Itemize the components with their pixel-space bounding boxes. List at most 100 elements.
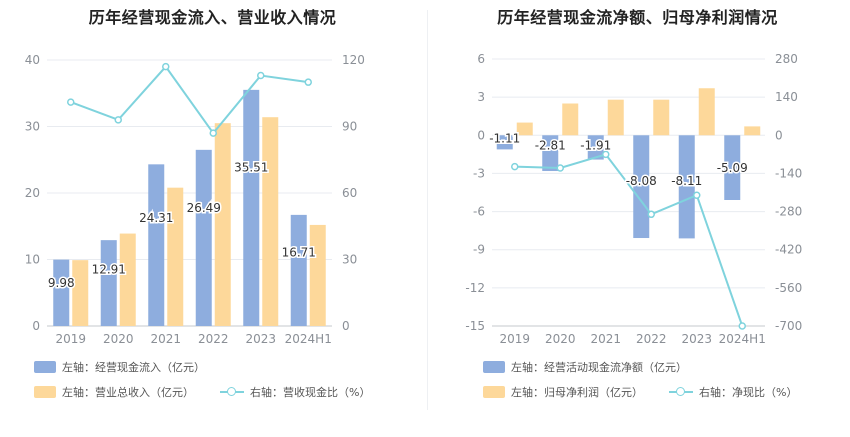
bar-secondary xyxy=(744,126,761,136)
line-point xyxy=(257,71,265,80)
bar-secondary xyxy=(262,117,279,326)
legend-swatch xyxy=(34,386,56,398)
line-point xyxy=(209,129,217,137)
left-axis-tick-label: 20 xyxy=(25,186,40,200)
legend-label: 左轴：营业总收入（亿元） xyxy=(62,386,194,399)
x-axis-tick-label: 2022 xyxy=(198,332,229,346)
x-axis-tick-label: 2023 xyxy=(245,332,276,346)
data-label: 12.91 xyxy=(92,263,126,277)
line-point xyxy=(304,78,312,86)
bar-primary xyxy=(148,164,165,326)
bar-secondary xyxy=(167,187,184,326)
chart-canvas: -15 -12 -9 -6 -3 0 3 6 -700 -560 -420 -280 -140 0 140 2… xyxy=(465,52,802,346)
bar-primary xyxy=(542,135,559,172)
right-axis-tick-label: 120 xyxy=(342,53,365,67)
bar-secondary xyxy=(119,233,136,326)
left-axis-tick-label: -3 xyxy=(473,166,485,180)
data-label: -8.11 xyxy=(671,174,702,188)
right-axis-tick-label: 90 xyxy=(342,120,357,134)
bar-primary xyxy=(678,135,695,239)
data-label: -5.09 xyxy=(717,161,748,175)
legend-label: 左轴：经营现金流入（亿元） xyxy=(62,361,205,374)
bar-secondary xyxy=(309,224,326,326)
left-axis-tick-label: -9 xyxy=(473,243,485,257)
legend-label: 右轴：营收现金比（%） xyxy=(250,386,371,399)
data-label: -1.91 xyxy=(580,138,611,152)
x-axis-tick-label: 2020 xyxy=(545,332,576,346)
bar-primary xyxy=(496,135,513,150)
left-axis-tick-label: 0 xyxy=(32,319,40,333)
legend-item-cash-ratio[interactable]: 右轴：营收现金比（%） xyxy=(220,384,370,400)
bar-primary xyxy=(195,149,212,326)
right-axis-tick-label: 140 xyxy=(775,90,798,104)
line-point xyxy=(511,162,519,171)
left-axis-tick-label: 30 xyxy=(25,120,40,134)
left-axis-tick-label: 3 xyxy=(477,90,485,104)
data-label: 16.71 xyxy=(282,245,316,259)
right-axis-tick-label: 280 xyxy=(775,52,798,66)
right-axis-tick-label: -420 xyxy=(775,243,802,257)
chart-canvas: 0 10 20 30 40 0 30 60 90 120 2019 2020 2021 2022 2023 2… xyxy=(25,53,365,346)
chart-panel-cash-inflow: 历年经营现金流入、营业收入情况 0 10 20 30 40 0 30 60 90 120 2019 2… xyxy=(25,8,371,400)
right-axis-tick-label: -280 xyxy=(775,205,802,219)
legend-item-net-profit[interactable]: 左轴：归母净利润（亿元） xyxy=(483,384,643,400)
data-label: -2.81 xyxy=(535,138,566,152)
bar-primary xyxy=(53,259,70,326)
bar-primary xyxy=(290,214,307,326)
left-axis-tick-label: -12 xyxy=(465,281,485,295)
legend-swatch xyxy=(483,386,505,398)
legend-item-net-cash[interactable]: 左轴：经营活动现金流净额（亿元） xyxy=(483,359,687,375)
legend-label: 右轴：净现比（%） xyxy=(699,386,798,399)
right-axis-tick-label: 30 xyxy=(342,253,357,267)
left-axis-tick-label: 10 xyxy=(25,253,40,267)
data-label: 9.98 xyxy=(48,276,75,290)
x-axis-tick-label: 2022 xyxy=(636,332,667,346)
left-axis-tick-label: -6 xyxy=(473,205,485,219)
legend-label: 左轴：经营活动现金流净额（亿元） xyxy=(511,361,687,374)
bar-primary xyxy=(633,135,650,239)
right-axis-tick-label: -140 xyxy=(775,166,802,180)
line-point xyxy=(738,322,746,330)
bar-secondary xyxy=(72,260,89,326)
bar-secondary xyxy=(653,99,670,136)
bar-secondary xyxy=(214,123,231,326)
series-line xyxy=(70,65,309,135)
right-axis-tick-label: -700 xyxy=(775,319,802,333)
x-axis-tick-label: 2023 xyxy=(681,332,712,346)
bar-secondary xyxy=(562,103,579,136)
x-axis-tick-label: 2019 xyxy=(499,332,530,346)
bar-secondary xyxy=(516,122,533,136)
x-axis-tick-label: 2021 xyxy=(150,332,181,346)
right-axis-tick-label: 60 xyxy=(342,186,357,200)
line-point xyxy=(602,150,610,159)
legend-label: 左轴：归母净利润（亿元） xyxy=(511,386,643,399)
chart-title: 历年经营现金流入、营业收入情况 xyxy=(88,8,337,27)
line-point xyxy=(162,62,170,71)
right-axis-tick-label: -560 xyxy=(775,281,802,295)
data-label: 35.51 xyxy=(234,160,268,174)
legend-swatch xyxy=(34,361,56,373)
bar-primary xyxy=(100,240,117,326)
line-point xyxy=(693,191,701,199)
data-label: -8.08 xyxy=(626,174,657,188)
legend-item-net-cash-ratio[interactable]: 右轴：净现比（%） xyxy=(669,384,797,400)
legend-item-cash-inflow[interactable]: 左轴：经营现金流入（亿元） xyxy=(34,359,205,375)
line-point xyxy=(647,210,655,219)
legend-item-revenue[interactable]: 左轴：营业总收入（亿元） xyxy=(34,384,194,400)
panel-divider xyxy=(427,10,428,410)
left-axis-tick-label: 40 xyxy=(25,53,40,67)
legend-line-swatch xyxy=(220,386,244,398)
left-axis-tick-label: 0 xyxy=(477,128,485,142)
legend-swatch xyxy=(483,361,505,373)
series-line xyxy=(514,153,744,327)
x-axis-tick-label: 2021 xyxy=(590,332,621,346)
right-axis-tick-label: 0 xyxy=(775,128,783,142)
x-axis-tick-label: 2019 xyxy=(55,332,86,346)
x-axis-tick-label: 2024H1 xyxy=(719,332,766,346)
data-label: -1.11 xyxy=(489,131,520,145)
line-point xyxy=(556,164,564,172)
chart-title: 历年经营现金流净额、归母净利润情况 xyxy=(497,8,778,27)
x-axis-tick-label: 2024H1 xyxy=(285,332,332,346)
bar-primary xyxy=(587,135,604,160)
bar-secondary xyxy=(698,88,715,136)
